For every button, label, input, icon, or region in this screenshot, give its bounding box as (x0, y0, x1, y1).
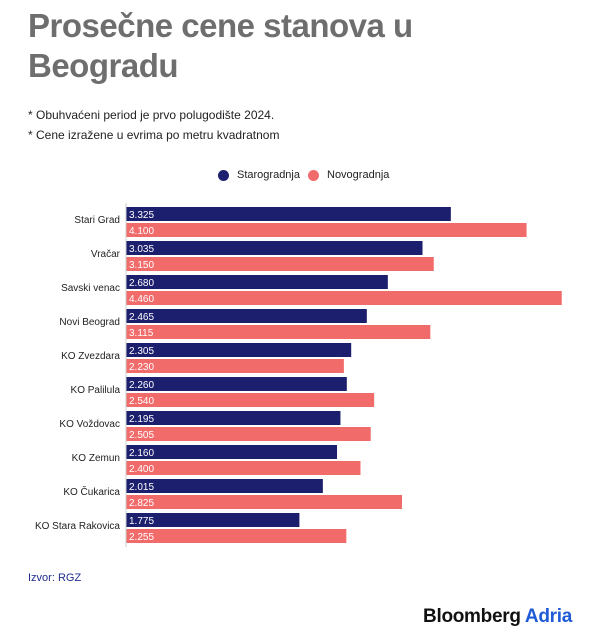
category-label: KO Zvezdara (61, 351, 120, 362)
chart-title: Prosečne cene stanova u Beogradu (28, 7, 413, 84)
bar-value-label: 1.775 (129, 516, 154, 527)
bar-value-label: 3.325 (129, 210, 154, 221)
legend-label-novogradnja: Novogradnja (327, 169, 390, 181)
bar-novogradnja (126, 291, 562, 305)
bar-value-label: 2.825 (129, 498, 154, 509)
bar-value-label: 3.115 (129, 328, 154, 339)
bar-novogradnja (126, 393, 375, 407)
logo-accent: Adria (524, 606, 572, 627)
note-period: * Obuhvaćeni period je prvo polugodište … (28, 108, 275, 122)
bloomberg-adria-logo: Bloomberg Adria (423, 606, 572, 628)
bar-starogradnja (126, 377, 347, 391)
bar-value-label: 2.230 (129, 362, 154, 373)
bar-value-label: 2.305 (129, 346, 154, 357)
legend-item-starogradnja: Starogradnja (218, 169, 300, 181)
legend-swatch-novogradnja (308, 169, 319, 181)
category-label: KO Zemun (72, 453, 120, 464)
bar-value-label: 2.195 (129, 414, 154, 425)
bar-starogradnja (126, 275, 388, 289)
source-note: Izvor: RGZ (28, 572, 82, 584)
bar-novogradnja (126, 427, 371, 441)
legend-label-starogradnja: Starogradnja (237, 169, 300, 181)
legend-swatch-starogradnja (218, 169, 229, 181)
bar-value-label: 2.680 (129, 278, 154, 289)
bar-starogradnja (126, 343, 352, 357)
bar-starogradnja (126, 411, 341, 425)
logo-main: Bloomberg (423, 606, 521, 627)
bar-value-label: 2.160 (129, 448, 154, 459)
category-label: Vračar (91, 249, 121, 260)
bar-novogradnja (126, 529, 347, 543)
category-label: Stari Grad (74, 215, 120, 226)
bar-starogradnja (126, 479, 323, 493)
bar-value-label: 2.015 (129, 482, 154, 493)
category-label: KO Čukarica (63, 485, 120, 498)
legend: Starogradnja Novogradnja (0, 169, 592, 185)
bar-starogradnja (126, 309, 367, 323)
category-label: KO Voždovac (59, 419, 120, 430)
bar-starogradnja (126, 241, 423, 255)
bar-value-label: 3.035 (129, 244, 154, 255)
bar-value-label: 2.465 (129, 312, 154, 323)
bar-novogradnja (126, 223, 527, 237)
bar-value-label: 2.260 (129, 380, 154, 391)
bar-starogradnja (126, 445, 338, 459)
category-label: Savski venac (61, 283, 120, 294)
bar-starogradnja (126, 207, 451, 221)
category-label: KO Stara Rakovica (35, 521, 120, 532)
bar-value-label: 2.540 (129, 396, 154, 407)
bar-novogradnja (126, 461, 361, 475)
bar-novogradnja (126, 325, 431, 339)
bar-value-label: 3.150 (129, 260, 154, 271)
legend-item-novogradnja: Novogradnja (308, 169, 389, 181)
bar-novogradnja (126, 257, 434, 271)
bar-value-label: 2.505 (129, 430, 154, 441)
category-label: Novi Beograd (59, 317, 120, 328)
category-label: KO Palilula (71, 385, 121, 396)
bar-starogradnja (126, 513, 300, 527)
bar-novogradnja (126, 359, 344, 373)
note-units: * Cene izražene u evrima po metru kvadra… (28, 128, 280, 142)
bar-value-label: 2.400 (129, 464, 154, 475)
bar-value-label: 4.100 (129, 226, 154, 237)
bar-value-label: 4.460 (129, 294, 154, 305)
bar-novogradnja (126, 495, 403, 509)
bar-value-label: 2.255 (129, 532, 154, 543)
